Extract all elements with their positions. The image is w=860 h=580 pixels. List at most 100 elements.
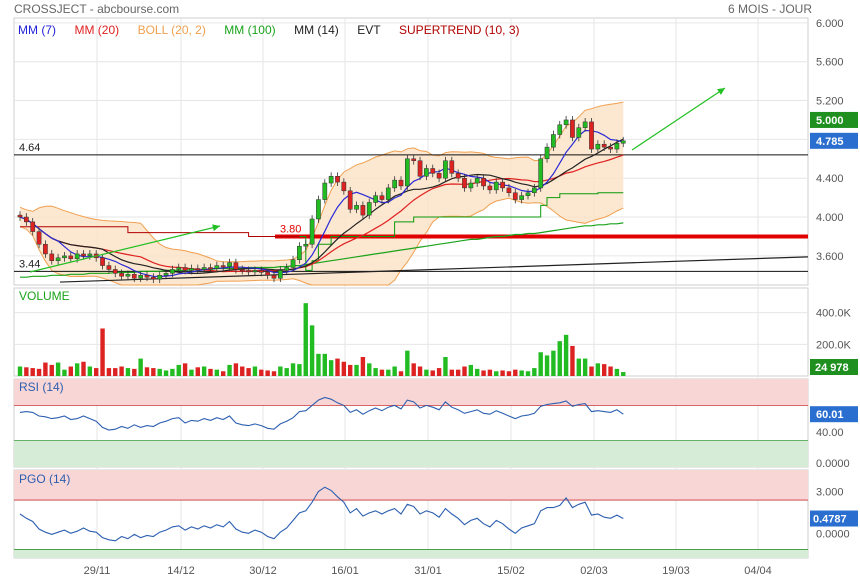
candle-body — [525, 192, 531, 196]
rsi-tick-label: 40.00 — [816, 427, 844, 439]
volume-bar — [405, 350, 410, 376]
volume-bar — [582, 358, 588, 376]
legend-mm14[interactable]: MM (14) — [294, 23, 339, 37]
volume-bar — [68, 366, 73, 376]
candle-body — [246, 270, 251, 273]
volume-bar — [544, 355, 550, 376]
volume-bar — [328, 360, 334, 376]
volume-bar — [163, 370, 169, 376]
volume-bar — [151, 368, 156, 376]
candle-body — [341, 181, 347, 192]
volume-bar — [551, 350, 556, 376]
legend-evt[interactable]: EVT — [357, 23, 381, 37]
candle-body — [455, 173, 461, 179]
candle-body — [297, 245, 302, 261]
candle-body — [532, 187, 537, 194]
long-trend-line — [59, 256, 809, 283]
candle-body — [506, 187, 512, 194]
candle-body — [608, 146, 613, 150]
candle-body — [481, 177, 486, 187]
volume-bar — [443, 357, 448, 376]
volume-bar — [284, 368, 289, 376]
volume-bar — [144, 367, 150, 376]
candle-body — [589, 121, 594, 150]
volume-bar — [557, 341, 562, 376]
volume-bar — [259, 369, 264, 376]
candle-body — [570, 119, 575, 138]
mm100-line — [20, 222, 624, 278]
candle-body — [449, 160, 455, 174]
volume-bar — [621, 372, 626, 376]
volume-bar — [500, 370, 505, 376]
x-tick-label: 29/11 — [84, 565, 111, 577]
volume-bar — [233, 363, 239, 376]
volume-bar — [563, 334, 569, 376]
volume-bar — [119, 366, 124, 376]
panel-frame-1 — [13, 287, 809, 377]
volume-bar — [398, 371, 404, 376]
volume-bar — [208, 368, 213, 376]
candle-body — [290, 259, 296, 268]
volume-bar — [532, 368, 537, 376]
legend-boll[interactable]: BOLL (20, 2) — [137, 23, 206, 37]
candle-body — [271, 275, 277, 279]
x-tick-label: 02/03 — [580, 565, 608, 577]
volume-bar — [341, 361, 347, 376]
bollinger-band-fill — [20, 102, 624, 285]
last-price-badge — [810, 111, 858, 128]
x-tick-label: 30/12 — [249, 565, 277, 577]
x-tick-label: 04/04 — [744, 565, 772, 577]
candle-body — [30, 221, 36, 232]
pgo-last-badge — [810, 510, 858, 527]
volume-bar — [81, 361, 86, 376]
volume-bar — [430, 370, 435, 376]
y-tick-label: 5.200 — [816, 96, 844, 108]
trend-arrow-2-head — [717, 88, 725, 95]
volume-bar — [227, 364, 232, 376]
candle-body — [119, 273, 124, 277]
candle-body — [373, 195, 378, 203]
rsi-last-value: 60.01 — [816, 409, 844, 421]
volume-bar — [367, 363, 372, 376]
y-tick-label: 5.600 — [816, 57, 844, 69]
candle-body — [392, 179, 397, 189]
legend-supertrend[interactable]: SUPERTREND (10, 3) — [399, 23, 520, 37]
candle-body — [284, 267, 290, 271]
period-label[interactable]: 6 MOIS - JOUR — [727, 2, 812, 16]
legend-mm7[interactable]: MM (7) — [18, 23, 56, 37]
candle-body — [87, 253, 93, 257]
volume-bar — [506, 371, 512, 376]
candle-body — [214, 265, 220, 269]
legend-mm20[interactable]: MM (20) — [74, 23, 120, 37]
candle-body — [519, 195, 524, 200]
volume-bar — [17, 366, 23, 376]
volume-bar — [392, 366, 397, 376]
volume-bar — [55, 362, 61, 376]
volume-bar — [424, 369, 429, 376]
candle-body — [335, 176, 340, 183]
trend-arrow-1 — [29, 225, 221, 273]
candle-body — [220, 265, 226, 268]
volume-bar — [335, 358, 340, 376]
candle-body — [379, 195, 385, 200]
volume-bar — [157, 368, 162, 376]
y-tick-label: 4.400 — [816, 173, 844, 185]
volume-last-value: 24 978 — [815, 362, 849, 374]
candle-body — [227, 262, 232, 267]
pgo-upper-band — [14, 470, 808, 501]
volume-bar — [170, 368, 175, 376]
x-tick-label: 14/12 — [167, 565, 195, 577]
chart-title: CROSSJECT - abcbourse.com — [14, 2, 180, 16]
legend-mm100[interactable]: MM (100) — [224, 23, 276, 37]
x-tick-label: 31/01 — [414, 565, 442, 577]
candle-body — [81, 253, 86, 257]
volume-bar — [538, 352, 543, 376]
candle-body — [74, 253, 80, 260]
candle-body — [493, 181, 499, 191]
candle-body — [601, 143, 607, 148]
volume-bar — [602, 364, 607, 376]
supertrend-up-line — [299, 192, 624, 271]
candle-body — [430, 168, 436, 174]
x-tick-label: 19/03 — [662, 565, 690, 577]
